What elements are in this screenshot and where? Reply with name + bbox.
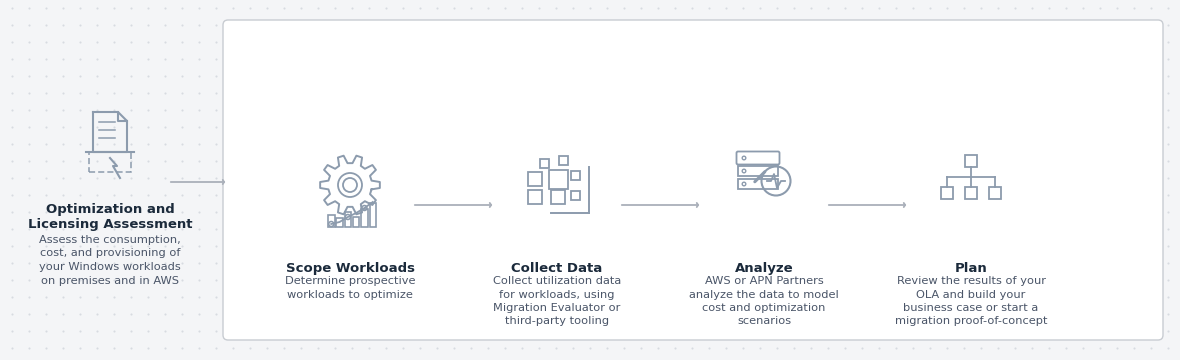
Text: analyze the data to model: analyze the data to model (689, 289, 839, 300)
Text: your Windows workloads: your Windows workloads (39, 262, 181, 272)
Text: Analyze: Analyze (735, 262, 793, 275)
Text: AWS or APN Partners: AWS or APN Partners (704, 276, 824, 286)
Bar (88, 152, 131, 172)
Text: Collect utilization data: Collect utilization data (493, 276, 621, 286)
Bar (965, 187, 977, 199)
Text: Determine prospective: Determine prospective (284, 276, 415, 286)
Text: cost, and provisioning of: cost, and provisioning of (40, 248, 181, 258)
Bar (336, 218, 343, 227)
Text: Plan: Plan (955, 262, 988, 275)
Bar (570, 171, 579, 180)
Text: OLA and build your: OLA and build your (917, 289, 1025, 300)
Text: migration proof-of-concept: migration proof-of-concept (894, 316, 1048, 327)
Bar (527, 172, 542, 186)
Bar (738, 179, 778, 189)
Bar (965, 155, 977, 167)
Bar (328, 215, 334, 227)
Bar (551, 190, 565, 204)
Bar (353, 217, 360, 227)
Text: Review the results of your: Review the results of your (897, 276, 1045, 286)
Text: cost and optimization: cost and optimization (702, 303, 826, 313)
Text: scenarios: scenarios (738, 316, 791, 327)
Text: Assess the consumption,: Assess the consumption, (39, 235, 181, 245)
Text: workloads to optimize: workloads to optimize (287, 289, 413, 300)
Bar (361, 209, 368, 227)
Text: Licensing Assessment: Licensing Assessment (28, 218, 192, 231)
Bar (558, 156, 568, 165)
Bar (940, 187, 953, 199)
Bar (369, 203, 376, 227)
Bar (989, 187, 1001, 199)
Text: third-party tooling: third-party tooling (505, 316, 609, 327)
Bar (345, 212, 352, 227)
Text: Migration Evaluator or: Migration Evaluator or (493, 303, 621, 313)
Text: on premises and in AWS: on premises and in AWS (41, 275, 179, 285)
Bar (539, 158, 549, 167)
Bar (738, 166, 778, 176)
Text: Optimization and: Optimization and (46, 203, 175, 216)
Text: for workloads, using: for workloads, using (499, 289, 615, 300)
Bar (570, 190, 579, 199)
Text: Scope Workloads: Scope Workloads (286, 262, 414, 275)
Text: business case or start a: business case or start a (904, 303, 1038, 313)
Bar (549, 170, 568, 189)
FancyBboxPatch shape (223, 20, 1163, 340)
Bar (527, 190, 542, 204)
Text: Collect Data: Collect Data (511, 262, 603, 275)
